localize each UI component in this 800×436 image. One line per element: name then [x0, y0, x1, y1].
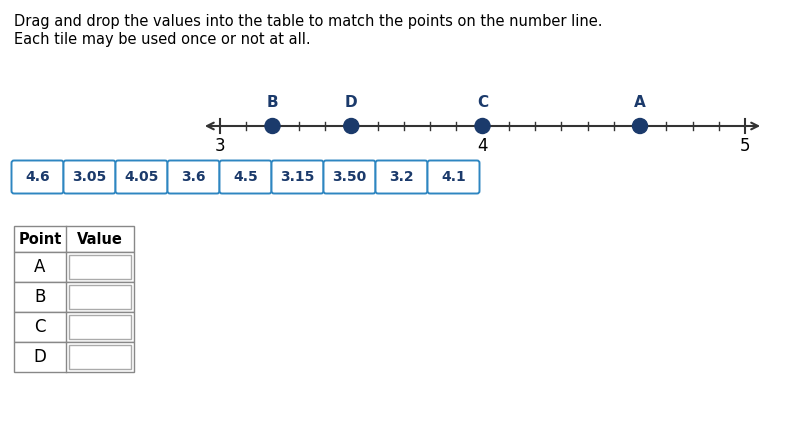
Text: 3.6: 3.6 — [182, 170, 206, 184]
Circle shape — [475, 119, 490, 133]
FancyBboxPatch shape — [323, 160, 375, 194]
FancyBboxPatch shape — [427, 160, 479, 194]
Bar — [69, 345, 131, 369]
Text: 3.05: 3.05 — [72, 170, 106, 184]
Text: D: D — [34, 348, 46, 366]
FancyBboxPatch shape — [167, 160, 219, 194]
Circle shape — [265, 119, 280, 133]
Text: 3: 3 — [214, 137, 226, 155]
Text: Drag and drop the values into the table to match the points on the number line.: Drag and drop the values into the table … — [14, 14, 602, 29]
FancyBboxPatch shape — [11, 160, 63, 194]
Text: A: A — [634, 95, 646, 110]
FancyBboxPatch shape — [219, 160, 271, 194]
Text: 3.2: 3.2 — [389, 170, 414, 184]
FancyBboxPatch shape — [63, 160, 115, 194]
Text: 4.05: 4.05 — [124, 170, 158, 184]
Text: 4: 4 — [478, 137, 488, 155]
Text: 5: 5 — [740, 137, 750, 155]
Bar — [14, 312, 134, 342]
FancyBboxPatch shape — [375, 160, 427, 194]
Bar — [14, 282, 134, 312]
Circle shape — [633, 119, 647, 133]
Text: 3.15: 3.15 — [280, 170, 314, 184]
Bar — [14, 342, 134, 372]
Text: Each tile may be used once or not at all.: Each tile may be used once or not at all… — [14, 32, 310, 47]
Bar — [69, 255, 131, 279]
Text: D: D — [345, 95, 358, 110]
Text: Value: Value — [77, 232, 123, 246]
FancyBboxPatch shape — [115, 160, 167, 194]
Text: 4.1: 4.1 — [441, 170, 466, 184]
Text: Point: Point — [18, 232, 62, 246]
Text: B: B — [34, 288, 46, 306]
Text: C: C — [34, 318, 46, 336]
Bar — [14, 226, 134, 252]
Bar — [14, 252, 134, 282]
Bar — [69, 285, 131, 309]
Text: 3.50: 3.50 — [332, 170, 366, 184]
Circle shape — [344, 119, 358, 133]
Text: 4.6: 4.6 — [25, 170, 50, 184]
Text: B: B — [266, 95, 278, 110]
Text: C: C — [477, 95, 488, 110]
Text: A: A — [34, 258, 46, 276]
Bar — [69, 315, 131, 339]
Text: 4.5: 4.5 — [233, 170, 258, 184]
FancyBboxPatch shape — [271, 160, 323, 194]
